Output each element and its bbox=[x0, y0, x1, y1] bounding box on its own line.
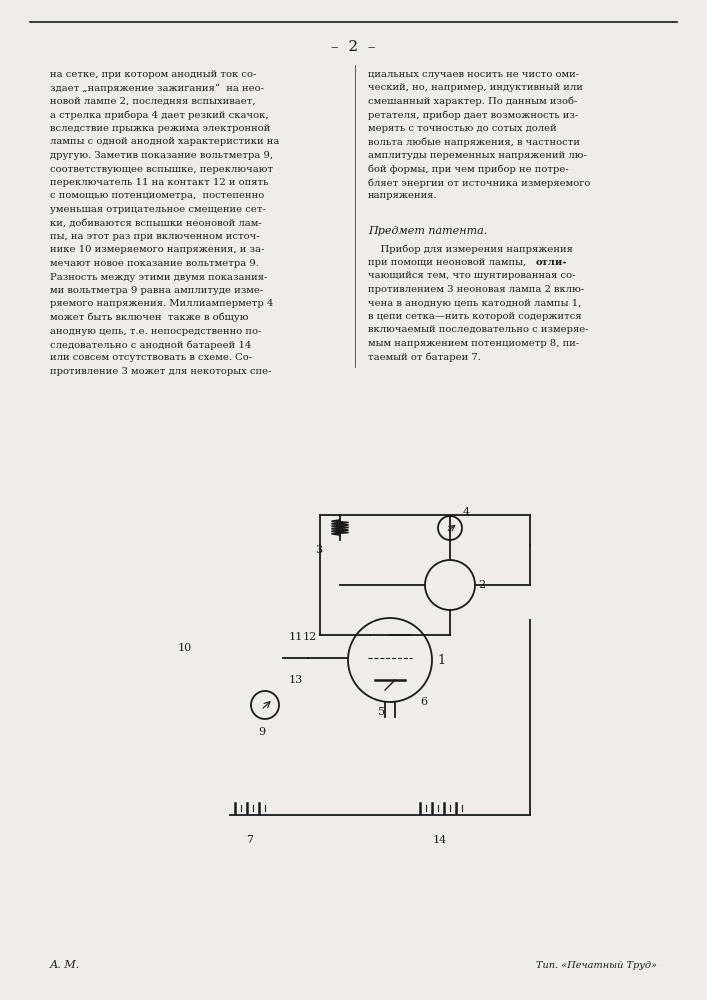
Text: переключатель 11 на контакт 12 и опять: переключатель 11 на контакт 12 и опять bbox=[50, 178, 269, 187]
Text: смешанный характер. По данным изоб-: смешанный характер. По данным изоб- bbox=[368, 97, 578, 106]
Text: новой лампе 2, последняя вспыхивает,: новой лампе 2, последняя вспыхивает, bbox=[50, 97, 256, 106]
Text: 10: 10 bbox=[178, 643, 192, 653]
Text: Прибор для измерения напряжения: Прибор для измерения напряжения bbox=[368, 244, 573, 254]
Text: напряжения.: напряжения. bbox=[368, 192, 438, 200]
Text: противление 3 может для некоторых спе-: противление 3 может для некоторых спе- bbox=[50, 367, 271, 376]
Text: А. М.: А. М. bbox=[50, 960, 81, 970]
Text: 4: 4 bbox=[463, 507, 470, 517]
Text: 9: 9 bbox=[259, 727, 266, 737]
Text: ми вольтметра 9 равна амплитуде изме-: ми вольтметра 9 равна амплитуде изме- bbox=[50, 286, 263, 295]
Text: 6: 6 bbox=[420, 697, 427, 707]
Text: анодную цепь, т.е. непосредственно по-: анодную цепь, т.е. непосредственно по- bbox=[50, 326, 262, 336]
Text: мым напряжением потенциометр 8, пи-: мым напряжением потенциометр 8, пи- bbox=[368, 339, 579, 348]
Text: чающийся тем, что шунтированная со-: чающийся тем, что шунтированная со- bbox=[368, 271, 575, 280]
Text: а стрелка прибора 4 дает резкий скачок,: а стрелка прибора 4 дает резкий скачок, bbox=[50, 110, 269, 120]
Text: вольта любые напряжения, в частности: вольта любые напряжения, в частности bbox=[368, 137, 580, 147]
Text: 5: 5 bbox=[378, 707, 385, 717]
Text: 2: 2 bbox=[478, 580, 485, 590]
Text: 12: 12 bbox=[303, 632, 317, 642]
Text: другую. Заметив показание вольтметра 9,: другую. Заметив показание вольтметра 9, bbox=[50, 151, 273, 160]
Text: вследствие прыжка режима электронной: вследствие прыжка режима электронной bbox=[50, 124, 270, 133]
Text: 1: 1 bbox=[437, 654, 445, 666]
Text: нике 10 измеряемого напряжения, и за-: нике 10 измеряемого напряжения, и за- bbox=[50, 245, 264, 254]
Text: отли-: отли- bbox=[536, 258, 568, 267]
Text: ретателя, прибор дает возможность из-: ретателя, прибор дает возможность из- bbox=[368, 110, 578, 120]
Text: 14: 14 bbox=[433, 835, 447, 845]
Text: таемый от батареи 7.: таемый от батареи 7. bbox=[368, 353, 481, 362]
Text: Тип. «Печатный Труд»: Тип. «Печатный Труд» bbox=[536, 961, 657, 970]
Text: 3: 3 bbox=[315, 545, 322, 555]
Text: бляет энергии от источника измеряемого: бляет энергии от источника измеряемого bbox=[368, 178, 590, 188]
Text: на сетке, при котором анодный ток со-: на сетке, при котором анодный ток со- bbox=[50, 70, 257, 79]
Text: соответствующее вспышке, переключают: соответствующее вспышке, переключают bbox=[50, 164, 273, 174]
Text: ряемого напряжения. Миллиамперметр 4: ряемого напряжения. Миллиамперметр 4 bbox=[50, 300, 274, 308]
Text: бой формы, при чем прибор не потре-: бой формы, при чем прибор не потре- bbox=[368, 164, 568, 174]
Text: 11: 11 bbox=[289, 632, 303, 642]
Text: Разность между этими двумя показания-: Разность между этими двумя показания- bbox=[50, 272, 267, 282]
Text: лампы с одной анодной характеристики на: лампы с одной анодной характеристики на bbox=[50, 137, 279, 146]
Text: мерять с точностью до сотых долей: мерять с точностью до сотых долей bbox=[368, 124, 556, 133]
Text: может быть включен  также в общую: может быть включен также в общую bbox=[50, 313, 248, 322]
Text: следовательно с анодной батареей 14: следовательно с анодной батареей 14 bbox=[50, 340, 252, 350]
Text: уменьшая отрицательное смещение сет-: уменьшая отрицательное смещение сет- bbox=[50, 205, 266, 214]
Text: 13: 13 bbox=[289, 675, 303, 685]
Text: или совсем отсутствовать в схеме. Со-: или совсем отсутствовать в схеме. Со- bbox=[50, 354, 252, 362]
Text: циальных случаев носить не чисто оми-: циальных случаев носить не чисто оми- bbox=[368, 70, 579, 79]
Text: с помощью потенциометра,  постепенно: с помощью потенциометра, постепенно bbox=[50, 192, 264, 200]
Text: здает „напряжение зажигания“  на нео-: здает „напряжение зажигания“ на нео- bbox=[50, 84, 264, 93]
Text: при помощи неоновой лампы,: при помощи неоновой лампы, bbox=[368, 258, 530, 267]
Text: включаемый последовательно с измеряе-: включаемый последовательно с измеряе- bbox=[368, 326, 589, 334]
Text: мечают новое показание вольтметра 9.: мечают новое показание вольтметра 9. bbox=[50, 259, 259, 268]
Text: противлением 3 неоновая лампа 2 вклю-: противлением 3 неоновая лампа 2 вклю- bbox=[368, 285, 584, 294]
Text: ческий, но, например, индуктивный или: ческий, но, например, индуктивный или bbox=[368, 84, 583, 93]
Text: 7: 7 bbox=[247, 835, 254, 845]
Text: чена в анодную цепь катодной лампы 1,: чена в анодную цепь катодной лампы 1, bbox=[368, 298, 581, 308]
Text: в цепи сетка—нить которой содержится: в цепи сетка—нить которой содержится bbox=[368, 312, 582, 321]
Text: –  2  –: – 2 – bbox=[331, 40, 375, 54]
Text: амплитуды переменных напряжений лю-: амплитуды переменных напряжений лю- bbox=[368, 151, 587, 160]
Text: ки, добиваются вспышки неоновой лам-: ки, добиваются вспышки неоновой лам- bbox=[50, 219, 262, 228]
Text: Предмет патента.: Предмет патента. bbox=[368, 227, 488, 236]
Text: пы, на этот раз при включенном источ-: пы, на этот раз при включенном источ- bbox=[50, 232, 259, 241]
